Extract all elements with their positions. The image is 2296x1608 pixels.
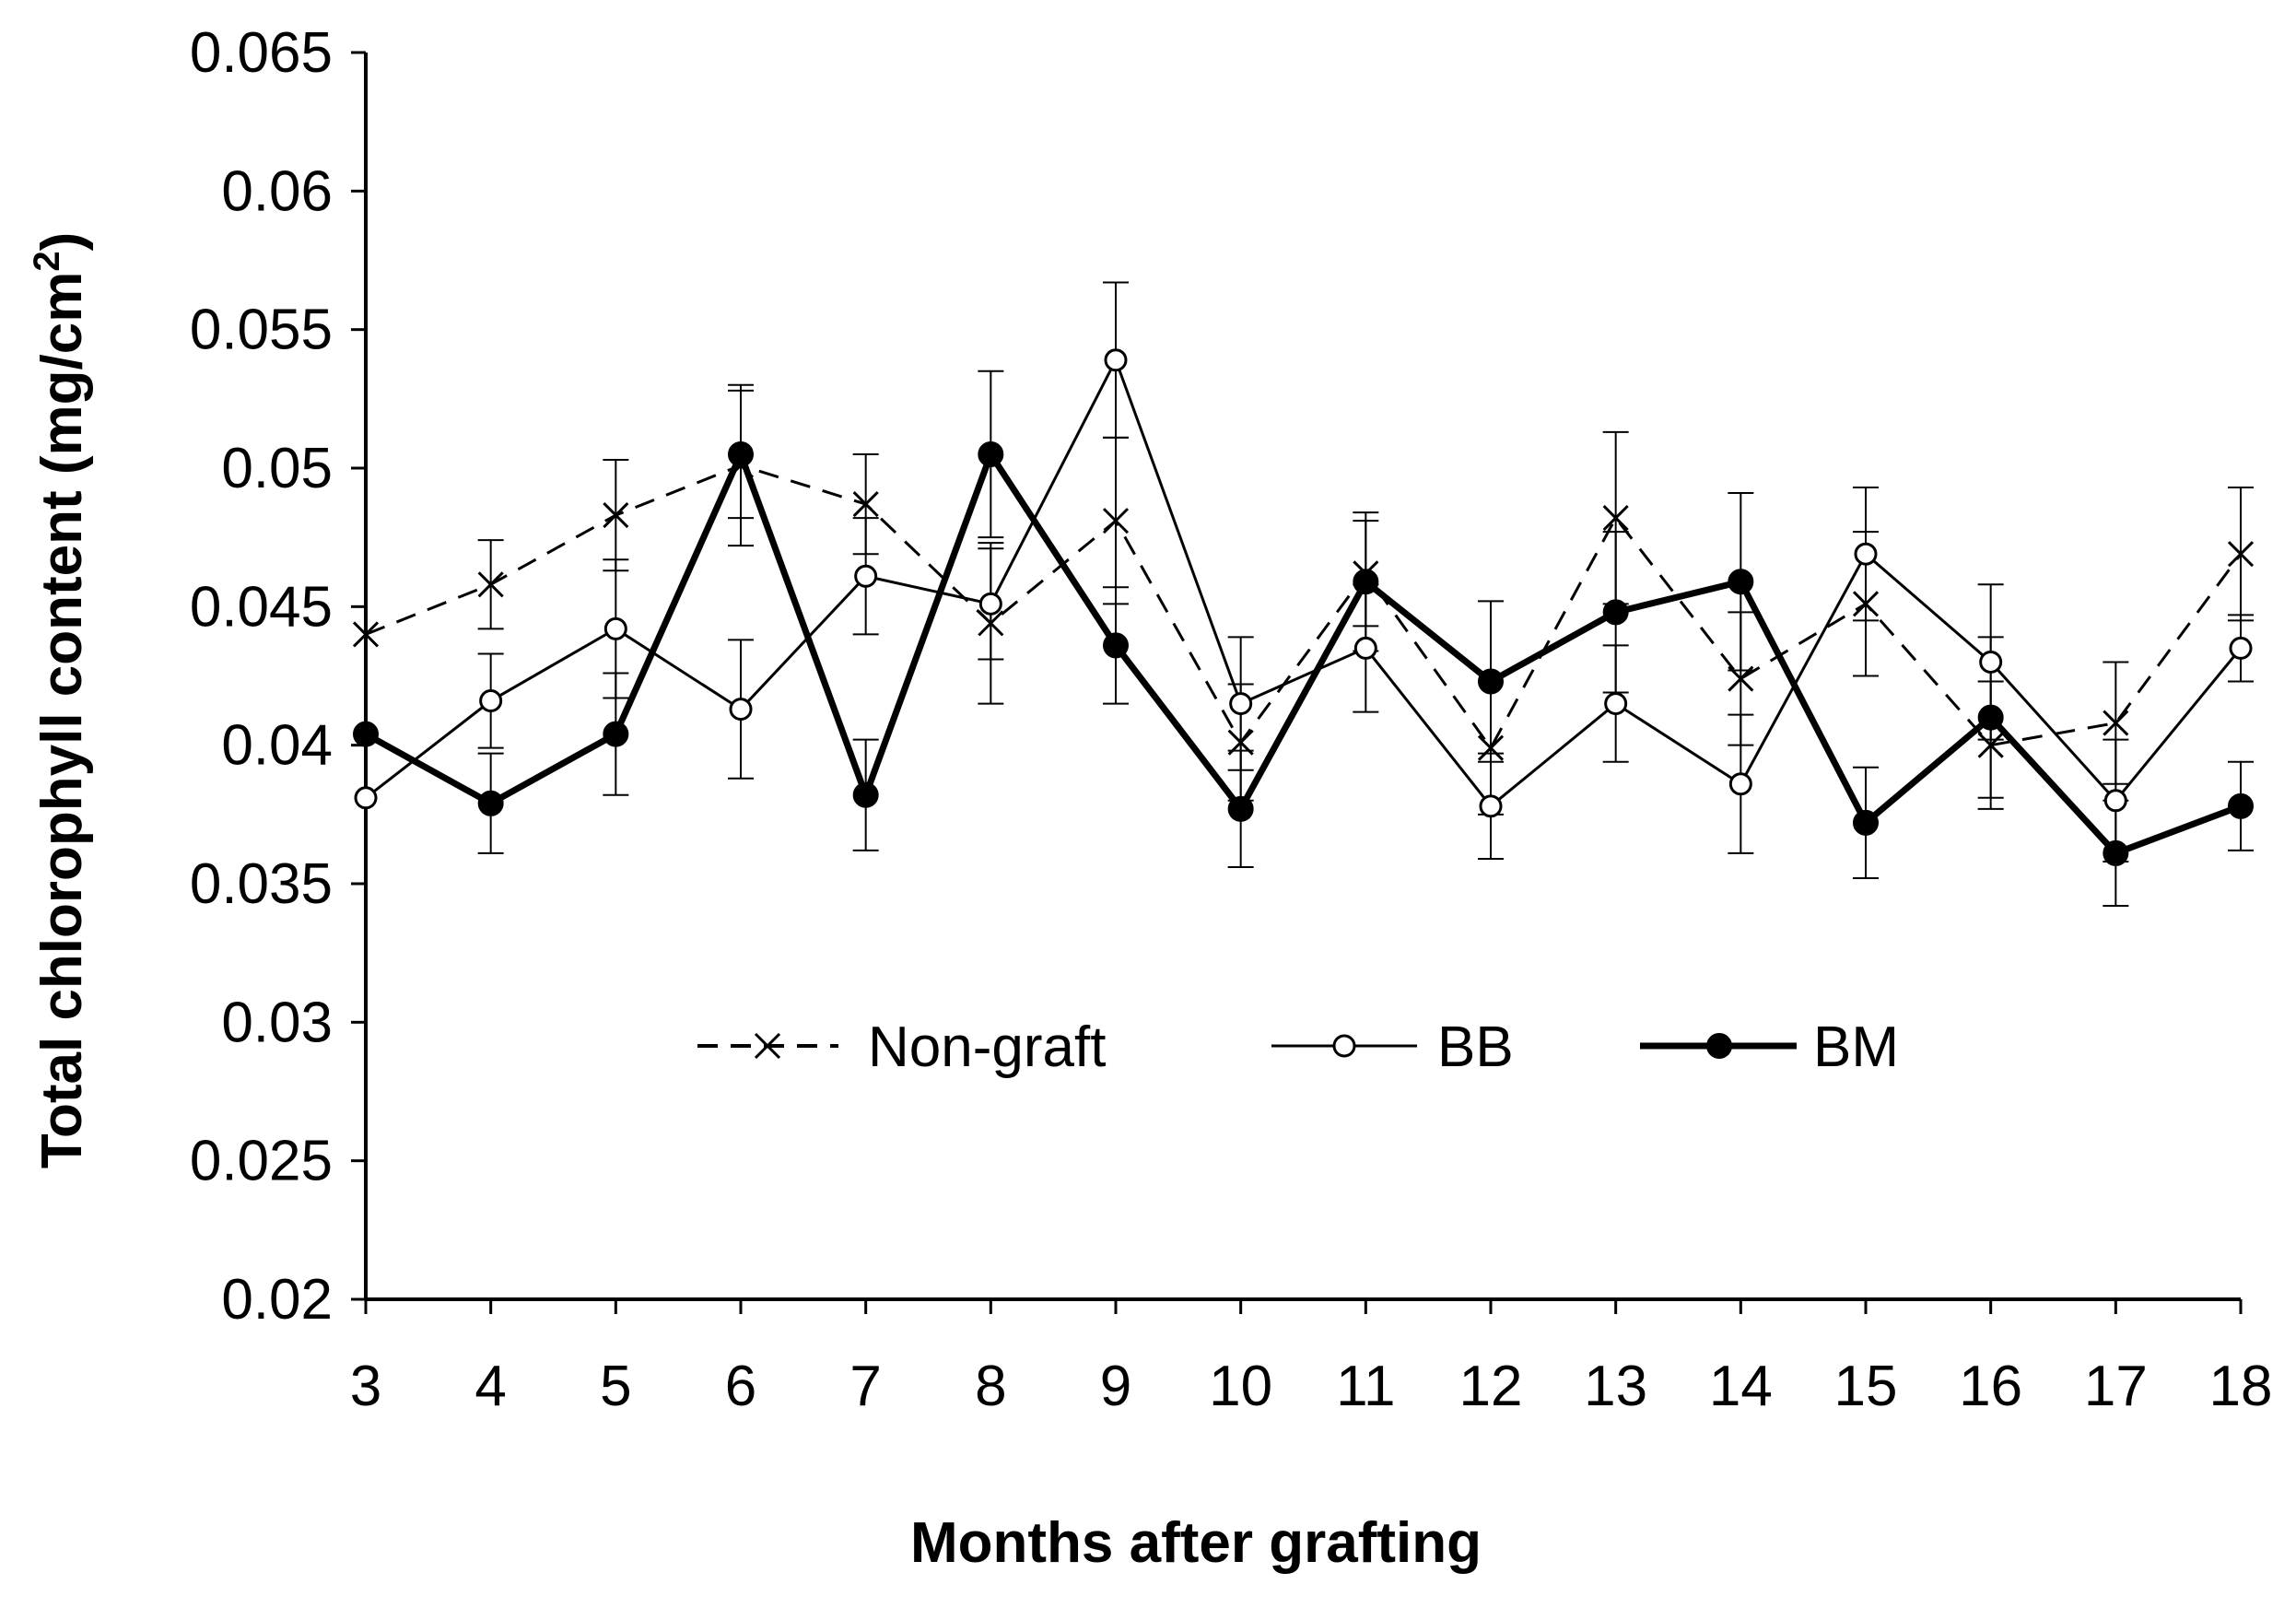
point-bm xyxy=(1853,809,1879,836)
point-bm xyxy=(353,721,379,747)
point-bb xyxy=(1728,772,1752,796)
point-bb xyxy=(1104,348,1128,372)
point-non-graft xyxy=(1852,591,1880,617)
legend-marker-non-graft xyxy=(754,1032,781,1060)
point-bm xyxy=(1353,569,1379,595)
point-non-graft xyxy=(1477,734,1505,761)
point-bb xyxy=(1604,692,1628,716)
point-non-graft xyxy=(1102,508,1130,534)
x-tick-label: 15 xyxy=(1834,1355,1898,1418)
series-line-non-graft xyxy=(365,464,2243,751)
legend-entry-bm: BM xyxy=(1640,1015,1899,1079)
legend-entry-bb: BB xyxy=(1271,1015,1514,1079)
point-bm xyxy=(2103,839,2129,866)
legend: Non-graft BB BM xyxy=(697,1015,1899,1079)
point-bb xyxy=(729,698,753,722)
y-ticks: 0.02 0.025 0.03 0.035 0.04 0.045 0.05 0.055 0.06… xyxy=(190,21,366,1332)
point-bb xyxy=(1229,692,1253,716)
series-lines xyxy=(364,356,2243,858)
axes xyxy=(364,53,2241,1301)
x-tick-label: 11 xyxy=(1336,1355,1395,1418)
point-bb xyxy=(354,786,378,810)
series-markers xyxy=(352,348,2255,866)
legend-label-bm: BM xyxy=(1813,1015,1899,1079)
point-bm xyxy=(1478,668,1504,695)
y-tick-label: 0.05 xyxy=(221,437,333,500)
point-bm xyxy=(2228,792,2254,819)
point-non-graft xyxy=(1602,505,1629,532)
y-axis-title: Total chlorophyll content (mg/cm2) xyxy=(27,232,94,1169)
point-bm xyxy=(477,790,504,816)
legend-label-non-graft: Non-graft xyxy=(868,1015,1106,1079)
point-non-graft xyxy=(978,610,1004,637)
y-tick-label: 0.065 xyxy=(190,21,333,85)
point-non-graft xyxy=(852,491,879,518)
point-bb xyxy=(1979,650,2003,674)
legend-entry-non-graft: Non-graft xyxy=(697,1015,1106,1079)
x-axis-title: Months after grafting xyxy=(910,1511,1482,1575)
y-tick-label: 0.02 xyxy=(221,1268,333,1332)
point-non-graft xyxy=(603,502,629,529)
point-non-graft xyxy=(352,621,380,648)
y-tick-label: 0.035 xyxy=(190,852,333,916)
point-non-graft xyxy=(477,571,504,598)
point-bb xyxy=(2229,636,2253,660)
y-tick-label: 0.06 xyxy=(221,159,333,223)
y-tick-label: 0.045 xyxy=(190,575,333,639)
x-tick-label: 17 xyxy=(2084,1355,2148,1418)
point-bb xyxy=(854,564,878,588)
point-bm xyxy=(978,440,1004,467)
point-bb xyxy=(479,689,503,713)
point-bm xyxy=(1602,599,1629,626)
y-tick-label: 0.04 xyxy=(221,714,333,778)
point-non-graft xyxy=(1227,729,1254,756)
x-tick-label: 10 xyxy=(1209,1355,1272,1418)
x-tick-label: 12 xyxy=(1459,1355,1523,1418)
point-non-graft xyxy=(2227,541,2255,568)
x-tick-label: 4 xyxy=(474,1355,506,1418)
point-bm xyxy=(1728,569,1754,595)
x-ticks: 3 4 5 6 7 8 9 10 11 12 13 14 15 16 17 18 xyxy=(350,1299,2273,1418)
x-tick-label: 16 xyxy=(1959,1355,2022,1418)
y-axis-title-suffix: ) xyxy=(30,232,94,252)
point-bb xyxy=(978,592,1002,616)
x-tick-label: 8 xyxy=(975,1355,1006,1418)
x-tick-label: 14 xyxy=(1709,1355,1773,1418)
y-tick-label: 0.055 xyxy=(190,299,333,362)
y-axis-title-superscript: 2 xyxy=(27,251,67,271)
point-non-graft xyxy=(2103,710,2129,736)
legend-marker-bb xyxy=(1332,1034,1356,1058)
x-tick-label: 7 xyxy=(849,1355,881,1418)
point-bm xyxy=(852,781,879,808)
point-bm xyxy=(728,440,754,467)
x-tick-label: 6 xyxy=(725,1355,756,1418)
series-line-bb xyxy=(365,356,2243,808)
x-tick-label: 18 xyxy=(2209,1355,2273,1418)
point-non-graft xyxy=(1728,665,1754,692)
point-bm xyxy=(1227,795,1254,822)
point-bb xyxy=(1353,636,1377,660)
point-bb xyxy=(603,616,627,640)
y-axis-title-main: Total chlorophyll content (mg/cm xyxy=(30,272,94,1169)
point-bb xyxy=(1854,542,1878,566)
y-tick-label: 0.03 xyxy=(221,991,333,1054)
point-bm xyxy=(1103,632,1129,659)
x-tick-label: 3 xyxy=(350,1355,381,1418)
x-tick-label: 13 xyxy=(1584,1355,1647,1418)
point-bb xyxy=(1479,794,1503,818)
point-non-graft xyxy=(1977,732,2004,758)
point-bb xyxy=(2103,789,2127,813)
y-tick-label: 0.025 xyxy=(190,1130,333,1193)
x-tick-label: 5 xyxy=(600,1355,631,1418)
point-bm xyxy=(1977,704,2004,731)
legend-marker-bm xyxy=(1706,1033,1732,1059)
legend-label-bb: BB xyxy=(1437,1015,1514,1079)
series-line-bm xyxy=(364,445,2243,858)
point-bm xyxy=(603,721,629,747)
x-tick-label: 9 xyxy=(1100,1355,1131,1418)
